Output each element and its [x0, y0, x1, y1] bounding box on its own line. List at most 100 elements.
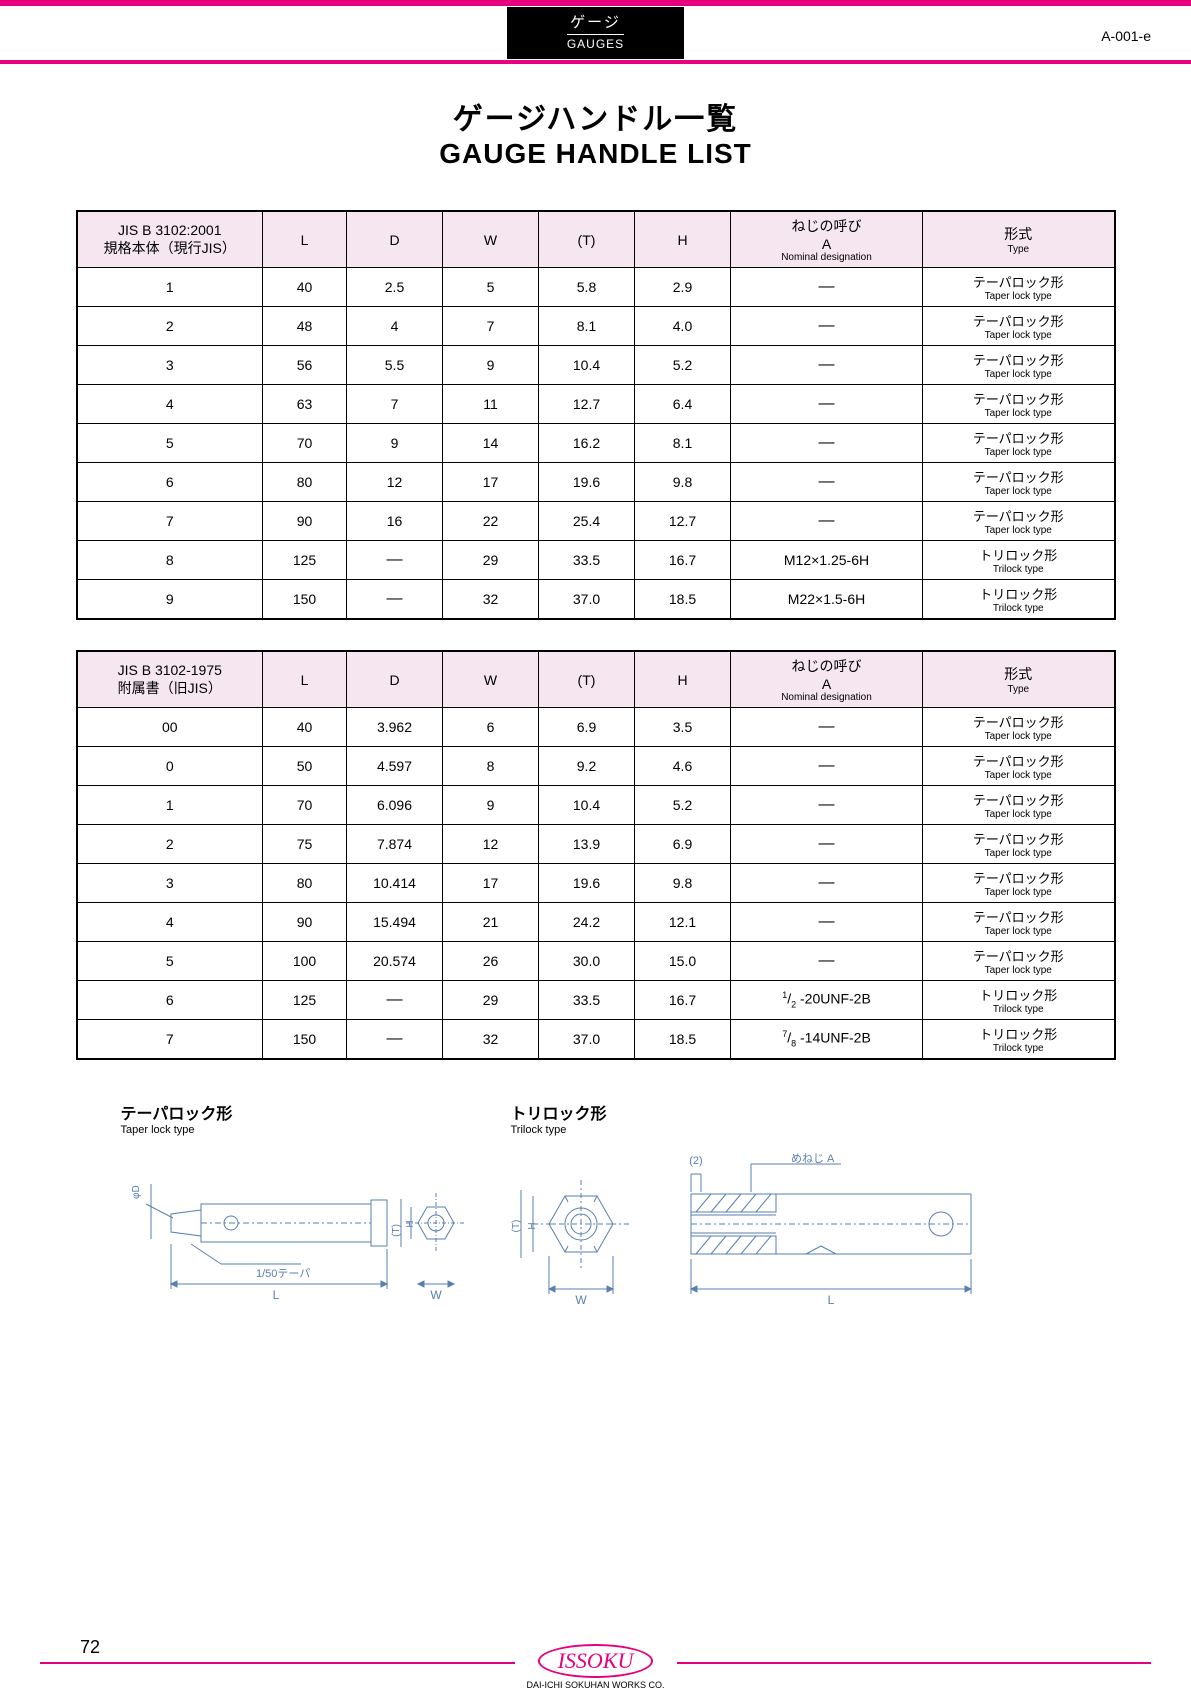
table-cell: 4 [77, 903, 263, 942]
table-cell: 32 [443, 1020, 539, 1060]
table-cell: テーパロック形Taper lock type [923, 942, 1115, 981]
table-cell: 5.8 [539, 268, 635, 307]
table-cell: トリロック形Trilock type [923, 981, 1115, 1020]
table-cell: 70 [263, 424, 347, 463]
table-cell: 15.494 [347, 903, 443, 942]
table-cell: 26 [443, 942, 539, 981]
table-cell: 80 [263, 463, 347, 502]
table-cell: 3 [77, 346, 263, 385]
table-cell: 6.4 [635, 385, 731, 424]
table-cell: — [731, 708, 923, 747]
header-bar: ゲージ GAUGES A-001-e [0, 6, 1191, 60]
table-cell: — [731, 424, 923, 463]
table-cell: 2.9 [635, 268, 731, 307]
trilock-svg: W (T) H L (2) めねじ A [511, 1144, 1071, 1324]
page-code: A-001-e [1101, 28, 1151, 44]
table-cell: 40 [263, 708, 347, 747]
table-cell: 33.5 [539, 981, 635, 1020]
mid-border [0, 60, 1191, 64]
table-cell: — [347, 1020, 443, 1060]
table-header: D [347, 211, 443, 268]
table-row: 38010.4141719.69.8—テーパロック形Taper lock typ… [77, 864, 1115, 903]
table-cell: 16 [347, 502, 443, 541]
category-en: GAUGES [567, 37, 624, 53]
table-cell: 11 [443, 385, 539, 424]
table-cell: テーパロック形Taper lock type [923, 307, 1115, 346]
page-title: ゲージハンドル一覧 GAUGE HANDLE LIST [0, 94, 1191, 170]
table-header: ねじの呼びANominal designation [731, 211, 923, 268]
table-cell: 9 [347, 424, 443, 463]
table-cell: 4.597 [347, 747, 443, 786]
table-cell: 8 [443, 747, 539, 786]
table-cell: 30.0 [539, 942, 635, 981]
table-header: 形式Type [923, 211, 1115, 268]
table-row: 248478.14.0—テーパロック形Taper lock type [77, 307, 1115, 346]
table-header: JIS B 3102:2001規格本体（現行JIS） [77, 211, 263, 268]
table-cell: テーパロック形Taper lock type [923, 864, 1115, 903]
table-cell: 5 [77, 424, 263, 463]
table-cell: M12×1.25-6H [731, 541, 923, 580]
table-cell: 19.6 [539, 864, 635, 903]
svg-text:(T): (T) [391, 1224, 402, 1237]
taper-lock-svg: L 1/50テーパ W (T) H φD [121, 1144, 471, 1324]
table-cell: — [731, 786, 923, 825]
diagrams-block: テーパロック形 Taper lock type [0, 1100, 1191, 1327]
table-cell: 7 [77, 1020, 263, 1060]
table-cell: 7/8 -14UNF-2B [731, 1020, 923, 1060]
table-cell: — [731, 463, 923, 502]
table-cell: 150 [263, 1020, 347, 1060]
svg-text:W: W [430, 1288, 442, 1302]
table-cell: 2 [77, 825, 263, 864]
table-cell: 37.0 [539, 580, 635, 620]
table-cell: 14 [443, 424, 539, 463]
table-cell: — [731, 825, 923, 864]
table-cell: 9 [77, 580, 263, 620]
table-header: L [263, 211, 347, 268]
table-cell: 5.5 [347, 346, 443, 385]
company-name: DAI-ICHI SOKUHAN WORKS CO. [526, 1680, 664, 1690]
table-cell: テーパロック形Taper lock type [923, 385, 1115, 424]
table-row: 680121719.69.8—テーパロック形Taper lock type [77, 463, 1115, 502]
table-cell: 48 [263, 307, 347, 346]
table-cell: 80 [263, 864, 347, 903]
table-cell: — [347, 981, 443, 1020]
table-cell: 4 [347, 307, 443, 346]
table-cell: 13.9 [539, 825, 635, 864]
table-cell: 125 [263, 981, 347, 1020]
table-row: 49015.4942124.212.1—テーパロック形Taper lock ty… [77, 903, 1115, 942]
table-header: 形式Type [923, 651, 1115, 708]
table-cell: — [731, 307, 923, 346]
table-cell: 5.2 [635, 786, 731, 825]
table-cell: — [731, 385, 923, 424]
table-row: 3565.5910.45.2—テーパロック形Taper lock type [77, 346, 1115, 385]
table-cell: トリロック形Trilock type [923, 580, 1115, 620]
table-cell: 19.6 [539, 463, 635, 502]
table-cell: 24.2 [539, 903, 635, 942]
table-cell: 9 [443, 786, 539, 825]
table-cell: 29 [443, 541, 539, 580]
table-cell: 18.5 [635, 1020, 731, 1060]
table-cell: 37.0 [539, 1020, 635, 1060]
table-cell: 17 [443, 463, 539, 502]
table-cell: 125 [263, 541, 347, 580]
table-cell: 6 [77, 981, 263, 1020]
svg-text:φD: φD [131, 1185, 142, 1199]
table-cell: 90 [263, 903, 347, 942]
table-cell: 3 [77, 864, 263, 903]
table-header: H [635, 211, 731, 268]
table-cell: 8 [77, 541, 263, 580]
table-cell: テーパロック形Taper lock type [923, 268, 1115, 307]
table-cell: 9.8 [635, 864, 731, 903]
table-cell: 63 [263, 385, 347, 424]
table-cell: 9.8 [635, 463, 731, 502]
table-cell: 7 [77, 502, 263, 541]
table-cell: 21 [443, 903, 539, 942]
table-row: 57091416.28.1—テーパロック形Taper lock type [77, 424, 1115, 463]
table-cell: トリロック形Trilock type [923, 1020, 1115, 1060]
table-cell: 00 [77, 708, 263, 747]
table-cell: テーパロック形Taper lock type [923, 825, 1115, 864]
table-cell: 4 [77, 385, 263, 424]
table-cell: M22×1.5-6H [731, 580, 923, 620]
table-row: 9150—3237.018.5M22×1.5-6Hトリロック形Trilock t… [77, 580, 1115, 620]
table-header: JIS B 3102-1975附属書（旧JIS） [77, 651, 263, 708]
